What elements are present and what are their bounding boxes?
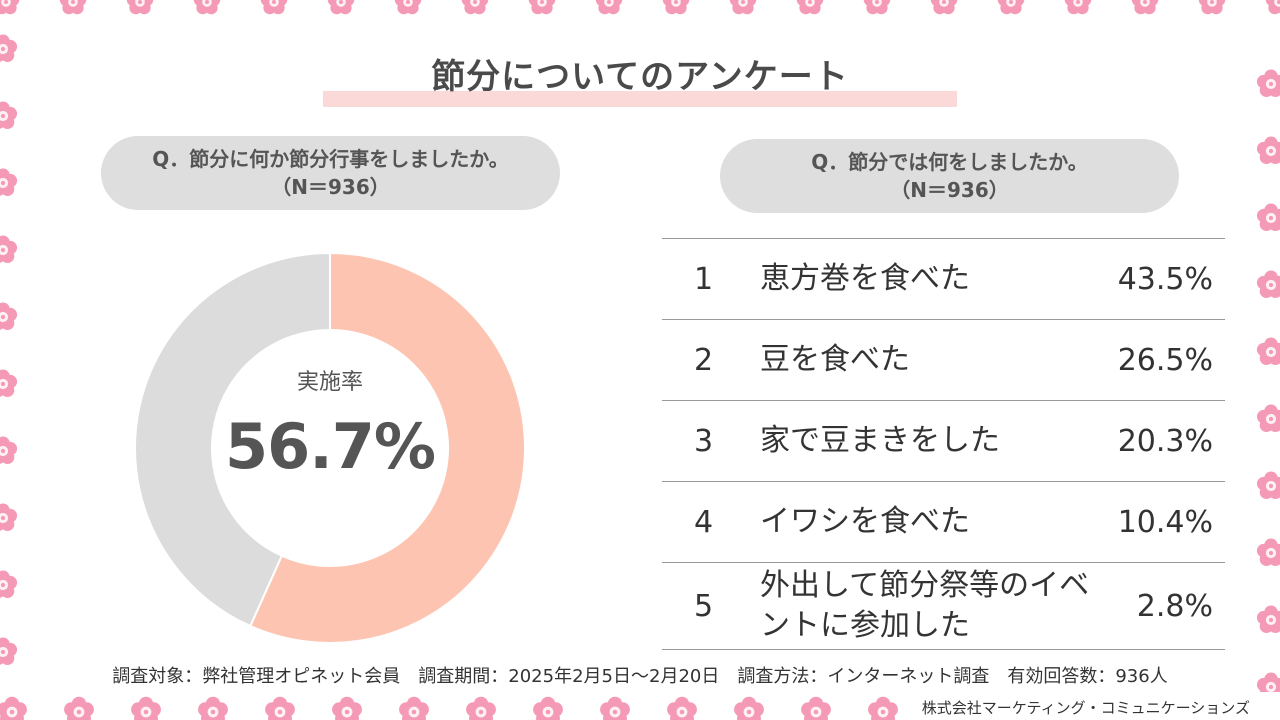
donut-slice-not-done — [134, 252, 331, 628]
page-title: 節分についてのアンケート — [431, 57, 849, 97]
rank-item-label: 家で豆まきをした — [760, 423, 1000, 458]
plum-blossom-icon — [1256, 136, 1280, 164]
plum-blossom-icon — [1265, 0, 1280, 15]
ranking-row: 5 外出して節分祭等のイベントに参加した 2.8% — [662, 562, 1225, 650]
rank-number: 4 — [694, 504, 714, 540]
plum-blossom-icon — [131, 696, 161, 720]
rank-percentage: 2.8% — [1136, 588, 1213, 624]
rank-item-label: イワシを食べた — [760, 504, 970, 539]
ranking-row: 2 豆を食べた 26.5% — [662, 319, 1225, 400]
donut-slice-done — [248, 252, 526, 644]
plum-blossom-icon — [1064, 0, 1092, 15]
plum-blossom-icon — [0, 168, 18, 196]
plum-blossom-icon — [399, 696, 429, 720]
plum-blossom-icon — [729, 0, 757, 15]
plum-blossom-icon — [265, 696, 295, 720]
left-question-text: Q．節分に何か節分行事をしましたか。 — [152, 147, 509, 171]
rank-number: 5 — [694, 588, 714, 624]
plum-blossom-icon — [0, 302, 18, 330]
rank-percentage: 26.5% — [1117, 342, 1213, 378]
plum-blossom-icon — [997, 0, 1025, 15]
plum-blossom-icon — [327, 0, 355, 15]
plum-blossom-icon — [863, 0, 891, 15]
plum-blossom-icon — [0, 503, 18, 531]
plum-blossom-icon — [1256, 270, 1280, 298]
rank-percentage: 20.3% — [1117, 423, 1213, 459]
plum-blossom-icon — [662, 0, 690, 15]
right-question-pill: Q．節分では何をしましたか。 （N＝936） — [720, 139, 1179, 213]
plum-blossom-icon — [64, 696, 94, 720]
plum-blossom-icon — [533, 696, 563, 720]
plum-blossom-icon — [59, 0, 87, 15]
rank-number: 2 — [694, 342, 714, 378]
plum-blossom-icon — [801, 696, 831, 720]
plum-blossom-icon — [595, 0, 623, 15]
plum-blossom-icon — [394, 0, 422, 15]
rank-percentage: 43.5% — [1117, 261, 1213, 297]
plum-blossom-icon — [466, 696, 496, 720]
donut-chart: 実施率 56.7% — [134, 252, 526, 644]
rank-item-label: 外出して節分祭等のイベントに参加した — [760, 568, 1090, 643]
right-flower-border — [1252, 22, 1280, 692]
plum-blossom-icon — [0, 570, 18, 598]
plum-blossom-icon — [1256, 69, 1280, 97]
plum-blossom-icon — [0, 436, 18, 464]
donut-center-label: 実施率 — [296, 370, 363, 395]
right-question-text: Q．節分では何をしましたか。 — [811, 150, 1088, 174]
top-flower-border — [0, 0, 1280, 22]
ranking-row: 4 イワシを食べた 10.4% — [662, 481, 1225, 562]
plum-blossom-icon — [1131, 0, 1159, 15]
plum-blossom-icon — [1256, 605, 1280, 633]
plum-blossom-icon — [198, 696, 228, 720]
rank-percentage: 10.4% — [1117, 504, 1213, 540]
right-question-n: （N＝936） — [890, 178, 1009, 202]
plum-blossom-icon — [1256, 404, 1280, 432]
ranking-row: 3 家で豆まきをした 20.3% — [662, 400, 1225, 481]
plum-blossom-icon — [1256, 203, 1280, 231]
ranking-row: 1 恵方巻を食べた 43.5% — [662, 238, 1225, 319]
plum-blossom-icon — [332, 696, 362, 720]
plum-blossom-icon — [600, 696, 630, 720]
plum-blossom-icon — [667, 696, 697, 720]
rank-number: 3 — [694, 423, 714, 459]
title-block: 節分についてのアンケート — [323, 55, 957, 107]
plum-blossom-icon — [734, 696, 764, 720]
plum-blossom-icon — [796, 0, 824, 15]
left-question-n: （N＝936） — [271, 175, 390, 199]
plum-blossom-icon — [528, 0, 556, 15]
company-name: 株式会社マーケティング・コミュニケーションズ — [921, 699, 1250, 717]
donut-svg — [134, 252, 526, 644]
plum-blossom-icon — [193, 0, 221, 15]
rank-number: 1 — [694, 261, 714, 297]
left-question-pill: Q．節分に何か節分行事をしましたか。 （N＝936） — [101, 136, 560, 210]
donut-center-value: 56.7% — [224, 410, 436, 483]
plum-blossom-icon — [0, 235, 18, 263]
plum-blossom-icon — [1256, 538, 1280, 566]
plum-blossom-icon — [1198, 0, 1226, 15]
title-underline — [323, 91, 957, 107]
left-flower-border — [0, 22, 30, 692]
plum-blossom-icon — [868, 696, 898, 720]
survey-footnote: 調査対象：弊社管理オピネット会員 調査期間：2025年2月5日～2月20日 調査… — [112, 666, 1168, 687]
rank-item-label: 豆を食べた — [760, 342, 910, 377]
plum-blossom-icon — [0, 101, 18, 129]
plum-blossom-icon — [1256, 471, 1280, 499]
rank-item-label: 恵方巻を食べた — [760, 261, 970, 296]
plum-blossom-icon — [0, 369, 18, 397]
plum-blossom-icon — [0, 696, 27, 720]
plum-blossom-icon — [0, 0, 20, 15]
plum-blossom-icon — [461, 0, 489, 15]
plum-blossom-icon — [0, 34, 18, 62]
ranking-table: 1 恵方巻を食べた 43.5% 2 豆を食べた 26.5% 3 家で豆まきをした 20.3% 4 イ… — [662, 238, 1225, 650]
plum-blossom-icon — [260, 0, 288, 15]
plum-blossom-icon — [126, 0, 154, 15]
plum-blossom-icon — [930, 0, 958, 15]
plum-blossom-icon — [1256, 337, 1280, 365]
